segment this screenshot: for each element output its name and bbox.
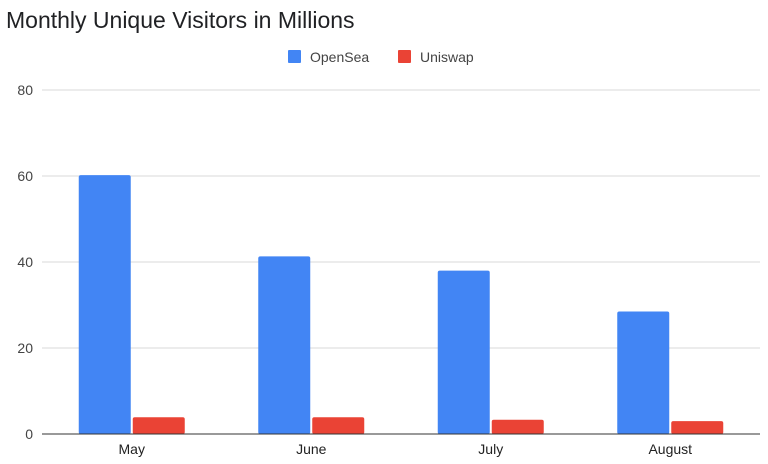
x-tick-label: August: [648, 441, 692, 457]
legend-swatch-uniswap: [398, 50, 411, 63]
bar-uniswap-may: [132, 417, 185, 434]
y-tick-label: 40: [17, 254, 33, 270]
bar-uniswap-july: [491, 419, 544, 434]
bar-uniswap-june: [312, 417, 365, 434]
bar-opensea-august: [617, 311, 670, 434]
y-tick-label: 80: [17, 82, 33, 98]
legend-label-uniswap: Uniswap: [420, 49, 474, 65]
bar-opensea-june: [258, 256, 311, 434]
y-tick-label: 20: [17, 340, 33, 356]
x-tick-label: July: [478, 441, 503, 457]
chart-title: Monthly Unique Visitors in Millions: [6, 7, 355, 33]
legend-label-opensea: OpenSea: [310, 49, 369, 65]
y-tick-label: 0: [25, 426, 33, 442]
bars: [78, 175, 724, 434]
gridlines: [42, 89, 760, 349]
x-axis-ticks: May June July August: [119, 441, 693, 457]
bar-opensea-july: [437, 270, 490, 434]
x-tick-label: May: [119, 441, 145, 457]
chart-legend: OpenSea Uniswap: [288, 49, 474, 65]
bar-uniswap-august: [671, 421, 724, 434]
x-tick-label: June: [296, 441, 327, 457]
y-tick-label: 60: [17, 168, 33, 184]
legend-swatch-opensea: [288, 50, 301, 63]
bar-opensea-may: [78, 175, 131, 434]
y-axis-ticks: 0 20 40 60 80: [17, 82, 33, 442]
